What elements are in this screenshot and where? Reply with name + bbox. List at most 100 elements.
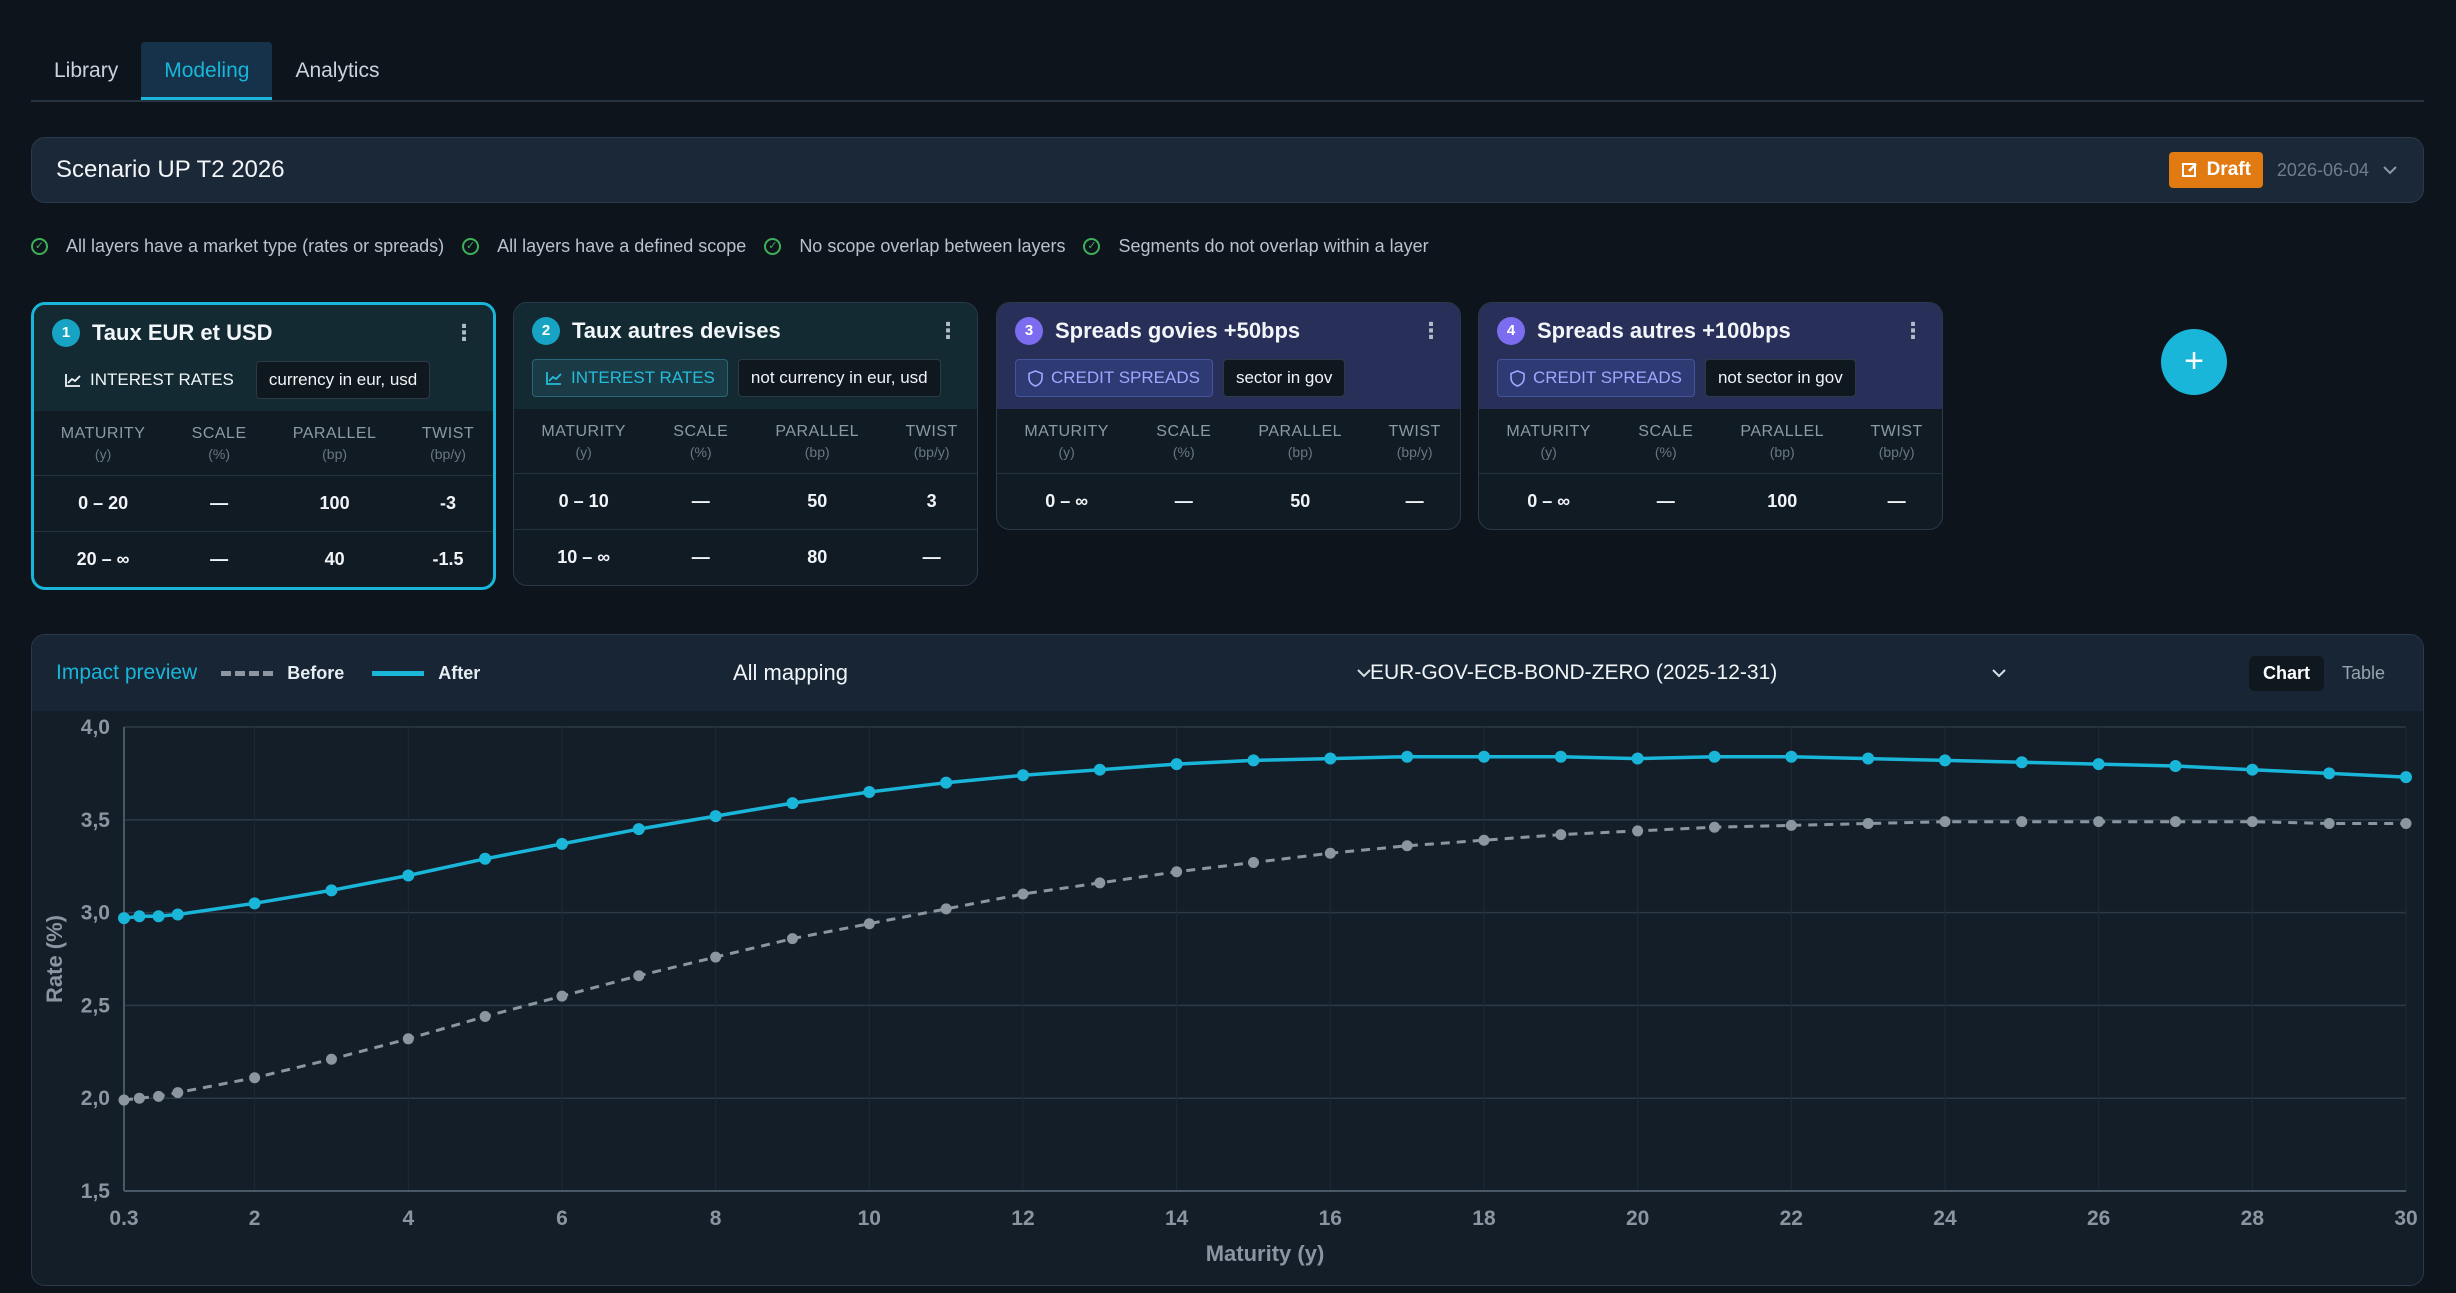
data-point-before[interactable] [940, 903, 952, 915]
data-point-after[interactable] [2092, 758, 2105, 771]
data-point-before[interactable] [633, 970, 645, 982]
data-point-before[interactable] [249, 1072, 261, 1084]
layer-card-4[interactable]: 4 Spreads autres +100bps ⋮ CREDIT SPREAD… [1478, 302, 1943, 530]
more-vert-icon[interactable]: ⋮ [453, 320, 475, 345]
data-point-after[interactable] [1554, 750, 1567, 763]
data-point-before[interactable] [172, 1087, 184, 1099]
data-point-before[interactable] [118, 1094, 130, 1106]
data-point-after[interactable] [1785, 750, 1798, 763]
y-tick-label: 2,5 [81, 994, 111, 1017]
data-point-after[interactable] [1016, 769, 1029, 782]
data-point-after[interactable] [325, 884, 338, 897]
data-point-before[interactable] [2169, 816, 2181, 828]
data-point-after[interactable] [1938, 754, 1951, 767]
data-point-before[interactable] [863, 918, 875, 930]
table-row[interactable]: 0 – 10— 50 3 [514, 472, 977, 530]
layer-card-3[interactable]: 3 Spreads govies +50bps ⋮ CREDIT SPREADS… [996, 302, 1461, 530]
data-point-before[interactable] [2323, 818, 2335, 830]
data-point-before[interactable] [325, 1053, 337, 1065]
scope-tag: sector in gov [1222, 359, 1346, 397]
chevron-down-icon[interactable] [2381, 161, 2399, 179]
data-point-before[interactable] [1632, 825, 1644, 837]
data-point-after[interactable] [1862, 752, 1875, 765]
data-point-after[interactable] [479, 852, 492, 865]
curve-select[interactable]: EUR-GOV-ECB-BOND-ZERO (2025-12-31) [1370, 661, 2008, 685]
data-point-before[interactable] [2400, 818, 2412, 830]
data-point-after[interactable] [863, 785, 876, 798]
data-point-before[interactable] [786, 933, 798, 945]
layer-card-1[interactable]: 1 Taux EUR et USD ⋮ INTEREST RATES curre… [31, 302, 496, 590]
table-row[interactable]: 10 – ∞ — 80— [514, 528, 977, 585]
data-point-before[interactable] [402, 1033, 414, 1045]
data-point-after[interactable] [632, 823, 645, 836]
data-point-after[interactable] [1631, 752, 1644, 765]
data-point-after[interactable] [2246, 763, 2259, 776]
data-point-after[interactable] [2400, 771, 2412, 784]
data-point-after[interactable] [709, 810, 722, 823]
data-point-after[interactable] [940, 776, 953, 789]
check-circle-icon: ✓ [764, 238, 782, 255]
data-point-after[interactable] [1708, 750, 1721, 763]
data-point-before[interactable] [2016, 816, 2028, 828]
data-point-after[interactable] [248, 897, 261, 910]
data-point-after[interactable] [171, 908, 184, 921]
data-point-after[interactable] [1093, 763, 1106, 776]
data-point-after[interactable] [133, 910, 146, 923]
data-point-after[interactable] [2323, 767, 2336, 780]
table-row[interactable]: 0 – 20— 100 -3 [34, 474, 493, 532]
segments-table: MATURITY (y) SCALE (%) PARALLEL (bp) TWIST(… [514, 409, 977, 585]
data-point-after[interactable] [1247, 754, 1260, 767]
data-point-before[interactable] [2093, 816, 2105, 828]
data-point-before[interactable] [1247, 856, 1259, 868]
more-vert-icon[interactable]: ⋮ [937, 318, 959, 343]
data-point-after[interactable] [555, 837, 568, 850]
data-point-after[interactable] [402, 869, 415, 882]
more-vert-icon[interactable]: ⋮ [1902, 318, 1924, 343]
table-row[interactable]: 0 – ∞ — 50— [997, 472, 1460, 529]
table-view-button[interactable]: Table [2341, 662, 2385, 683]
data-point-before[interactable] [1785, 819, 1797, 831]
data-point-before[interactable] [1708, 821, 1720, 833]
data-point-before[interactable] [1401, 840, 1413, 852]
table-row[interactable]: 20 – ∞ — 40 -1.5 [34, 530, 493, 587]
table-row[interactable]: 0 – ∞ — 100— [1479, 472, 1942, 529]
data-point-before[interactable] [479, 1011, 491, 1023]
impact-preview-title: Impact preview [56, 661, 198, 684]
data-point-after[interactable] [118, 912, 130, 925]
data-point-before[interactable] [1478, 834, 1490, 846]
data-point-after[interactable] [1401, 750, 1414, 763]
data-point-after[interactable] [2015, 756, 2028, 769]
segments-table: MATURITY (y) SCALE (%) PARALLEL (bp) TWIST(… [1479, 409, 1942, 529]
data-point-after[interactable] [1477, 750, 1490, 763]
data-point-before[interactable] [2246, 816, 2258, 828]
data-point-before[interactable] [1324, 847, 1336, 859]
data-point-before[interactable] [710, 951, 722, 963]
data-point-before[interactable] [556, 990, 568, 1002]
data-point-before[interactable] [1094, 877, 1106, 889]
impact-preview-panel: Impact preview Before After All mapping … [31, 634, 2424, 1286]
tab-library[interactable]: Library [54, 59, 119, 82]
check-item: ✓ All layers have a defined scope [462, 236, 746, 257]
chart-view-button[interactable]: Chart [2248, 655, 2324, 691]
more-vert-icon[interactable]: ⋮ [1420, 318, 1442, 343]
data-point-after[interactable] [786, 797, 799, 810]
layer-title: Taux autres devises [572, 318, 781, 343]
tab-analytics[interactable]: Analytics [295, 59, 380, 82]
add-layer-button[interactable]: + [2161, 329, 2227, 395]
data-point-before[interactable] [1939, 816, 1951, 828]
data-point-before[interactable] [1171, 866, 1183, 878]
layer-card-2[interactable]: 2 Taux autres devises ⋮ INTEREST RATES n… [513, 302, 978, 586]
data-point-after[interactable] [2169, 759, 2182, 772]
data-point-before[interactable] [133, 1092, 145, 1104]
scenario-header[interactable]: Scenario UP T2 2026 Draft 2026-06-04 [31, 137, 2424, 203]
mapping-select[interactable]: All mapping [733, 660, 1373, 686]
data-point-before[interactable] [1555, 829, 1567, 841]
data-point-before[interactable] [1017, 888, 1029, 900]
data-point-after[interactable] [1170, 758, 1183, 771]
check-item: ✓ All layers have a market type (rates o… [31, 236, 444, 257]
data-point-before[interactable] [1862, 818, 1874, 830]
data-point-after[interactable] [152, 910, 165, 923]
tab-modeling[interactable]: Modeling [141, 42, 273, 100]
data-point-before[interactable] [153, 1090, 165, 1102]
data-point-after[interactable] [1324, 752, 1337, 765]
